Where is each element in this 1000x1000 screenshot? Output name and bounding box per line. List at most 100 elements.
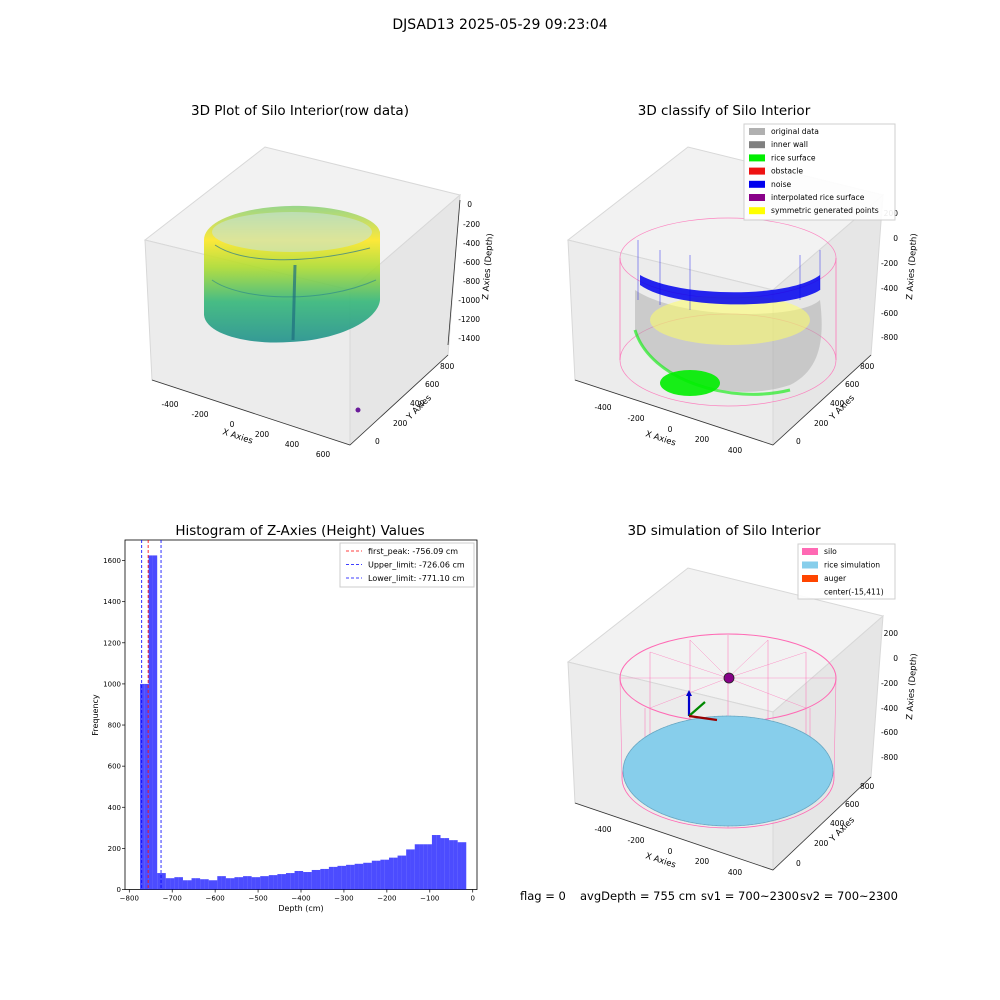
x-tick-label: −800 (120, 895, 139, 903)
histogram-bar (268, 875, 274, 890)
y-tick-label: 0 (117, 886, 121, 894)
histogram-bar (187, 880, 192, 890)
legend-label: first_peak: -756.09 cm (368, 547, 458, 556)
histogram-bar (363, 862, 368, 890)
histogram-bar (444, 838, 450, 890)
histogram-bar (337, 865, 342, 890)
status-sv2: sv2 = 700~2300 (800, 889, 898, 903)
p1-ztick: -400 (463, 239, 480, 248)
p1-ztick: -800 (463, 277, 480, 286)
histogram-bar (307, 872, 312, 890)
legend-swatch (802, 548, 818, 555)
legend-label: original data (771, 127, 819, 136)
histogram-bar (290, 873, 295, 890)
x-tick-label: 0 (470, 895, 474, 903)
x-tick-label: −500 (248, 895, 267, 903)
p3-xtick: 200 (695, 857, 710, 866)
histogram-bar (358, 863, 364, 890)
histogram-bar (277, 874, 282, 890)
histogram-bar (303, 872, 308, 890)
p1-ztick: -1200 (458, 315, 480, 324)
y-tick-label: 200 (108, 845, 121, 853)
histogram-bar (427, 844, 432, 890)
histogram-bar (255, 877, 261, 890)
histogram-xlabel: Depth (cm) (278, 904, 323, 913)
histogram-bar (449, 840, 454, 890)
x-tick-label: −400 (291, 895, 310, 903)
histogram-bar (144, 683, 149, 890)
p3-xlabel: X Axies (644, 851, 677, 870)
histogram-title: Histogram of Z-Axies (Height) Values (175, 523, 425, 539)
p2-ztick: -200 (881, 259, 898, 268)
histogram-chart: −800 −700 −600 −500 −400 −300 −200 −100 0 0 200 40… (91, 539, 478, 913)
histogram-bar (397, 855, 402, 890)
x-tick-label: −600 (206, 895, 225, 903)
panel2-legend: original data inner wall rice surface obsta… (743, 123, 896, 221)
histogram-bar (213, 880, 218, 890)
p3-ztick: -600 (881, 728, 898, 737)
legend-swatch (749, 141, 765, 149)
figure-title: DJSAD13 2025-05-29 09:23:04 (392, 17, 608, 33)
histogram-bar (225, 878, 231, 890)
histogram-bar (453, 840, 458, 890)
p3-ytick: 800 (860, 782, 875, 791)
p1-ytick: 800 (440, 362, 455, 371)
p1-xtick: 200 (255, 430, 270, 439)
p3-ytick: 200 (814, 839, 829, 848)
histogram-bar (341, 865, 347, 890)
panel3-legend: silo rice simulation auger center(-15,411) (797, 543, 896, 600)
legend-label: noise (771, 180, 792, 189)
histogram-bar (367, 862, 372, 890)
histogram-bar (324, 868, 329, 890)
histogram-bar (195, 878, 201, 890)
p2-xtick: -400 (594, 403, 611, 412)
histogram-bar (264, 876, 269, 890)
p2-xtick: 400 (728, 446, 743, 455)
panel1-3d-plot: -400 -200 0 200 400 600 0 200 400 600 80… (143, 146, 496, 459)
p1-ytick: 200 (393, 419, 408, 428)
p3-ztick: 200 (884, 629, 899, 638)
histogram-y-ticks: 0 200 400 600 800 1000 1200 1400 1600 (103, 557, 125, 894)
histogram-bar (461, 842, 467, 890)
histogram-bar (191, 878, 196, 890)
p3-xtick: -200 (627, 836, 644, 845)
p2-ztick: 0 (893, 234, 898, 243)
histogram-bar (320, 868, 325, 890)
histogram-bar (204, 879, 209, 890)
p2-ytick: 800 (860, 362, 875, 371)
p2-ztick: -600 (881, 309, 898, 318)
p3-ztick: -200 (881, 679, 898, 688)
p2-xtick: -200 (627, 414, 644, 423)
histogram-bar (148, 555, 153, 890)
histogram-bar (410, 849, 415, 890)
histogram-bar (457, 842, 462, 890)
histogram-bar (346, 864, 351, 890)
histogram-bar (285, 873, 291, 890)
p3-xtick: 400 (728, 868, 743, 877)
p1-ztick: 0 (467, 200, 472, 209)
histogram-bar (157, 873, 162, 890)
p1-zlabel: Z Axies (Depth) (481, 233, 496, 300)
legend-label: auger (824, 574, 847, 583)
p1-xlabel: X Axies (221, 427, 254, 446)
p1-xtick: 600 (316, 450, 331, 459)
histogram-x-ticks: −800 −700 −600 −500 −400 −300 −200 −100 0 (120, 889, 475, 903)
p1-xtick: -200 (191, 410, 208, 419)
p1-ytick: 600 (425, 380, 440, 389)
histogram-bar (221, 876, 226, 890)
histogram-bar (354, 863, 359, 890)
histogram-bar (419, 844, 424, 890)
panel3-title: 3D simulation of Silo Interior (627, 523, 821, 539)
p3-xtick: -400 (594, 825, 611, 834)
histogram-bar (406, 849, 411, 890)
p3-ytick: 0 (796, 859, 801, 868)
panel1-point-cloud (204, 205, 380, 413)
panel2-title: 3D classify of Silo Interior (637, 103, 811, 119)
y-tick-label: 1000 (103, 680, 121, 688)
histogram-bar (316, 869, 321, 890)
histogram-bar (170, 878, 175, 890)
histogram-bar (350, 864, 355, 890)
histogram-bar (251, 877, 256, 890)
p1-xtick: 0 (230, 420, 235, 429)
legend-swatch (802, 575, 818, 582)
